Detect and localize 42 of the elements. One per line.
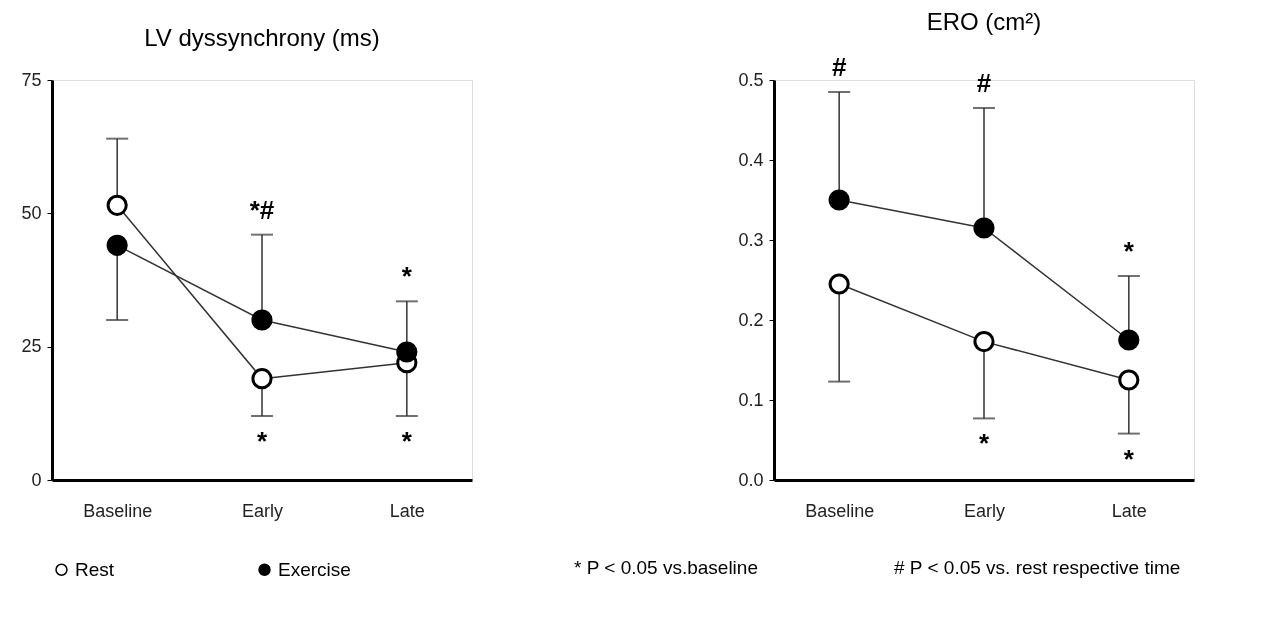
annotation: * xyxy=(978,428,990,459)
annotation: * xyxy=(401,426,413,456)
annotation: *# xyxy=(249,194,275,225)
text: * P < 0.05 vs.baseline xyxy=(574,557,758,578)
chart-title: ERO (cm²) xyxy=(926,8,1042,35)
x-tick-label: Early xyxy=(963,500,1006,521)
annotation: * xyxy=(1123,236,1135,266)
annotation: # xyxy=(976,68,992,98)
y-tick-label: 25 xyxy=(21,336,42,357)
y-tick-label: 0.4 xyxy=(738,149,764,170)
point xyxy=(1118,329,1140,351)
annotation: * xyxy=(256,426,268,456)
text: # P < 0.05 vs. rest respective time xyxy=(894,557,1181,578)
y-tick-label: 0 xyxy=(31,469,42,490)
x-tick-label: Early xyxy=(241,500,284,521)
y-tick-label: 0.1 xyxy=(738,389,764,410)
y-tick-label: 0.0 xyxy=(738,469,764,490)
chart-title: LV dyssynchrony (ms) xyxy=(144,24,380,51)
y-tick-label: 50 xyxy=(21,202,42,223)
x-tick-label: Late xyxy=(1111,500,1147,521)
annotation: # xyxy=(831,52,847,82)
annotation: * xyxy=(1123,443,1135,474)
x-tick-label: Baseline xyxy=(83,500,153,521)
point xyxy=(251,309,273,331)
y-tick-label: 75 xyxy=(21,69,42,90)
point xyxy=(973,217,995,239)
annotation: * xyxy=(401,261,413,292)
point xyxy=(828,273,850,295)
point xyxy=(106,194,128,216)
y-tick-label: 0.5 xyxy=(738,69,764,90)
legend-label: Rest xyxy=(75,558,115,580)
point xyxy=(396,341,418,363)
y-tick-label: 0.3 xyxy=(738,229,764,250)
point xyxy=(106,234,128,256)
point xyxy=(973,331,995,353)
x-tick-label: Baseline xyxy=(805,500,875,521)
x-tick-label: Late xyxy=(389,500,425,521)
point xyxy=(251,368,273,390)
legend-label: Exercise xyxy=(278,558,351,580)
point xyxy=(828,189,850,211)
y-tick-label: 0.2 xyxy=(738,309,764,330)
point xyxy=(1118,369,1140,391)
